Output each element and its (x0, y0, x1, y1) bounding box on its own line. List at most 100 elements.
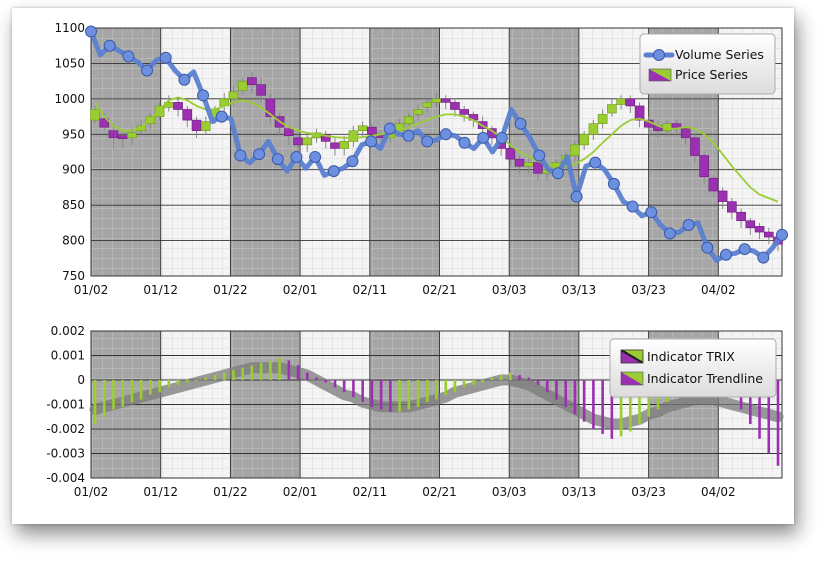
trix-bar (527, 377, 531, 380)
volume-point (346, 155, 359, 168)
x-tick-label: 04/02 (701, 283, 736, 297)
price-plot (85, 25, 788, 277)
volume-point (589, 156, 602, 169)
trix-bar (647, 380, 651, 417)
volume-point (514, 117, 527, 130)
price-candle (763, 227, 774, 245)
volume-point (327, 165, 340, 178)
trix-bar (767, 380, 771, 454)
price-candle (533, 159, 543, 181)
legend-volume-label: Volume Series (675, 47, 764, 62)
trix-bar (453, 380, 457, 393)
volume-point (439, 128, 452, 141)
trix-bar (333, 380, 337, 388)
trix-bar (93, 380, 97, 425)
trix-bar (167, 380, 171, 388)
indicator-legend: Indicator TRIX Indicator Trendline (609, 338, 777, 398)
volume-point (421, 135, 434, 148)
price-candle (607, 98, 617, 117)
trix-bar (749, 380, 752, 425)
volume-point (719, 248, 732, 261)
trix-bar (204, 377, 208, 380)
price-candle (717, 187, 728, 209)
chart-frame: 1100 1050 1000 950 900 850 800 750 01/02 01/12 01/… (12, 8, 794, 524)
volume-point (701, 241, 714, 254)
x-tick-label: 01/02 (74, 485, 109, 499)
x-tick-label: 01/22 (213, 485, 248, 499)
y-tick-label: 0 (77, 373, 85, 387)
trix-bar (462, 380, 466, 388)
trix-bar (250, 365, 254, 380)
x-tick-label: 01/12 (143, 283, 178, 297)
y-tick-label: 0.001 (51, 349, 85, 363)
trix-bar (296, 365, 300, 380)
trix-bar (112, 380, 115, 410)
y-tick-label: 1050 (54, 56, 85, 70)
price-candle (200, 116, 211, 135)
trix-bar (435, 380, 438, 400)
x-tick-label: 03/13 (562, 485, 597, 499)
volume-point (85, 25, 97, 38)
trix-bar (564, 380, 568, 407)
x-tick-label: 02/21 (422, 485, 457, 499)
volume-point (551, 167, 564, 180)
price-candle (302, 132, 313, 152)
trix-bar (259, 362, 263, 380)
trix-bar (379, 380, 383, 410)
price-candle (247, 71, 257, 94)
legend-trendline-label: Indicator Trendline (647, 371, 763, 386)
trix-bar (601, 380, 604, 434)
trix-bar (555, 380, 558, 400)
volume-point (402, 129, 415, 142)
price-candle (348, 125, 359, 148)
price-candle (708, 175, 719, 199)
trix-bar (518, 375, 521, 380)
y-tick-label: -0.002 (46, 422, 85, 436)
price-candle (173, 97, 183, 117)
price-legend-box (639, 33, 776, 95)
price-candle (579, 130, 589, 150)
trix-bar (592, 380, 595, 429)
price-candle (422, 98, 433, 114)
trix-bar (149, 380, 152, 395)
trix-bar (287, 360, 291, 380)
trix-bar (499, 375, 503, 380)
trix-bar (573, 380, 577, 415)
x-tick-label: 02/01 (283, 283, 318, 297)
volume-point (645, 206, 658, 219)
price-candle (680, 125, 691, 145)
y-tick-label: -0.004 (46, 471, 85, 485)
trix-bar (490, 377, 494, 380)
x-tick-label: 01/22 (213, 283, 248, 297)
x-tick-label: 02/11 (353, 283, 388, 297)
x-tick-label: 02/11 (353, 485, 388, 499)
trix-bar (425, 380, 429, 403)
price-candle (690, 134, 700, 163)
price-candle (320, 130, 331, 149)
trix-bar (481, 380, 484, 383)
y-tick-label: 0.002 (51, 324, 85, 338)
trix-bar (222, 372, 226, 380)
trix-bar (342, 380, 346, 393)
trix-bar (610, 380, 614, 439)
trix-bar (213, 375, 217, 380)
price-candle (440, 95, 451, 110)
trix-bar (509, 372, 512, 380)
x-tick-label: 04/02 (701, 485, 736, 499)
price-candle (404, 113, 414, 129)
volume-point (458, 136, 471, 149)
volume-point (383, 122, 396, 135)
price-candle (108, 123, 119, 149)
trix-bar (158, 380, 161, 393)
price-candle (588, 120, 599, 140)
volume-point (197, 89, 210, 102)
trix-bar (444, 380, 448, 395)
trix-bar (398, 380, 401, 412)
trix-bar (324, 380, 328, 383)
volume-point (477, 131, 490, 144)
price-legend: Volume Series Price Series (639, 33, 776, 95)
y-tick-label: 1100 (54, 21, 85, 35)
price-candle (256, 77, 266, 103)
y-tick-label: 800 (62, 234, 85, 248)
